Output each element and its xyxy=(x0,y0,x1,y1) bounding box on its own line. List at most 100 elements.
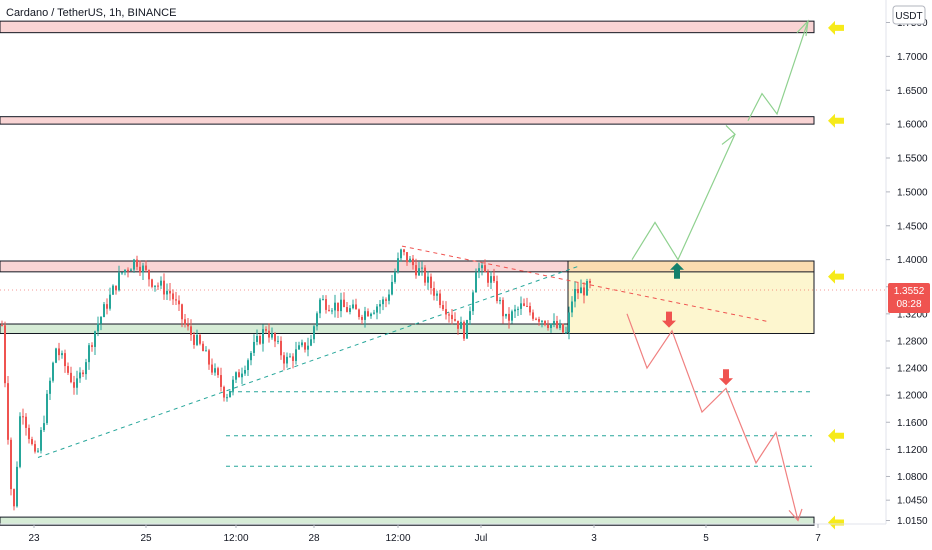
candle-body xyxy=(436,293,438,296)
candle-body xyxy=(214,368,216,373)
candle-body xyxy=(118,272,120,291)
candle-body xyxy=(100,317,102,324)
candle-body xyxy=(565,332,567,334)
y-tick-label: 1.6000 xyxy=(897,120,928,131)
candle-body xyxy=(160,280,162,286)
candle-body xyxy=(115,285,117,291)
candle-body xyxy=(1,325,3,327)
bullish-projection-path xyxy=(747,20,809,122)
candle-body xyxy=(589,281,591,283)
candle-body xyxy=(394,271,396,282)
range-box-upper-band xyxy=(568,260,814,272)
candle-body xyxy=(313,326,315,340)
candle-body xyxy=(508,313,510,321)
level-pointer-icon xyxy=(828,428,844,443)
candle-body xyxy=(340,299,342,312)
candle-body xyxy=(466,319,468,339)
candle-body xyxy=(385,299,387,301)
candle-body xyxy=(574,289,576,302)
candle-body xyxy=(415,265,417,276)
candle-body xyxy=(535,318,537,320)
candle-body xyxy=(70,372,72,383)
candle-body xyxy=(190,326,192,336)
down-arrow-icon xyxy=(719,369,733,386)
candle-body xyxy=(391,281,393,295)
candle-body xyxy=(451,314,453,320)
candle-body xyxy=(304,342,306,350)
candle-body xyxy=(283,355,285,364)
candle-body xyxy=(484,265,486,273)
y-tick-label: 1.1600 xyxy=(897,418,928,429)
candle-body xyxy=(310,339,312,346)
x-tick-label: 12:00 xyxy=(223,533,248,544)
candle-body xyxy=(358,309,360,317)
symbol-label: Cardano / TetherUS xyxy=(6,7,104,19)
level-pointer-icon xyxy=(828,269,844,284)
candle-body xyxy=(31,439,33,445)
candle-body xyxy=(346,307,348,312)
candle-body xyxy=(292,356,294,361)
candle-body xyxy=(445,309,447,315)
candle-body xyxy=(499,299,501,302)
y-tick-label: 1.7000 xyxy=(897,52,928,63)
candle-body xyxy=(553,320,555,324)
title-separator: , xyxy=(103,7,110,19)
candle-body xyxy=(37,450,39,452)
candle-body xyxy=(328,309,330,311)
candle-body xyxy=(7,383,9,440)
candle-body xyxy=(112,285,114,295)
candle-body xyxy=(85,362,87,375)
bullish-projection-path xyxy=(631,134,736,261)
candle-body xyxy=(274,333,276,342)
candle-body xyxy=(94,331,96,347)
candle-body xyxy=(19,416,21,467)
candle-body xyxy=(529,306,531,313)
interval-label: 1h xyxy=(109,7,122,19)
candle-body xyxy=(433,288,435,296)
candle-body xyxy=(148,269,150,280)
candle-body xyxy=(205,350,207,352)
candle-body xyxy=(334,302,336,311)
candle-body xyxy=(496,281,498,302)
candle-body xyxy=(271,333,273,338)
candle-body xyxy=(295,349,297,361)
candle-body xyxy=(538,319,540,322)
currency-badge[interactable]: USDT xyxy=(892,5,926,25)
candle-body xyxy=(40,430,42,451)
x-tick-label: 25 xyxy=(140,533,152,544)
y-tick-label: 1.3200 xyxy=(897,309,928,320)
candle-body xyxy=(247,360,249,370)
candle-body xyxy=(469,311,471,320)
candle-body xyxy=(319,299,321,314)
candle-body xyxy=(154,285,156,287)
candle-body xyxy=(262,329,264,344)
candle-body xyxy=(250,352,252,361)
candle-body xyxy=(505,313,507,317)
up-arrow-icon xyxy=(670,262,684,279)
candle-body xyxy=(424,267,426,283)
candle-body xyxy=(460,321,462,329)
down-arrow-icon xyxy=(662,311,676,328)
candle-body xyxy=(556,320,558,329)
candle-body xyxy=(364,311,366,320)
candle-body xyxy=(463,321,465,339)
candle-body xyxy=(562,323,564,333)
candle-body xyxy=(550,323,552,329)
candle-body xyxy=(523,303,525,306)
candle-body xyxy=(88,345,90,363)
candle-body xyxy=(124,269,126,273)
candle-body xyxy=(367,311,369,317)
candle-body xyxy=(127,269,129,271)
candle-body xyxy=(244,369,246,374)
candle-body xyxy=(541,320,543,322)
level-pointer-icon xyxy=(828,20,844,35)
support-zone xyxy=(0,516,815,526)
candle-body xyxy=(103,304,105,318)
candle-body xyxy=(379,304,381,307)
candle-body xyxy=(478,268,480,273)
y-tick-label: 1.0150 xyxy=(897,516,928,527)
x-tick-label: 7 xyxy=(815,533,821,544)
exchange-label: BINANCE xyxy=(127,7,177,19)
candle-body xyxy=(517,308,519,310)
